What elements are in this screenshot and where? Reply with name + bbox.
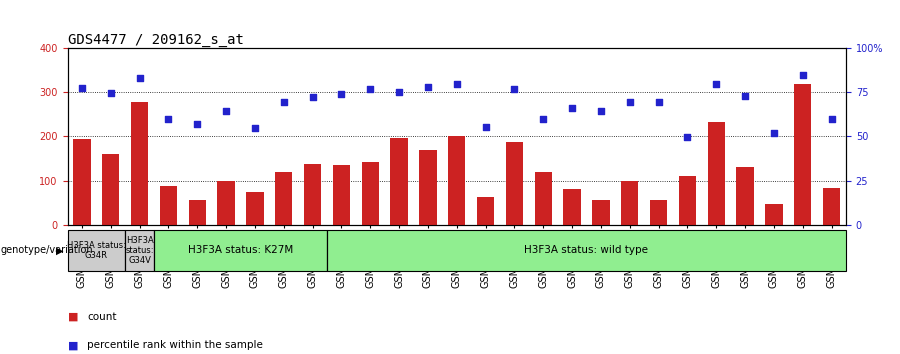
Point: [796, 73, 810, 78]
Point: [680, 135, 695, 140]
Point: [248, 125, 262, 131]
Point: [565, 105, 580, 110]
Bar: [304, 164, 321, 225]
Bar: [189, 200, 206, 225]
Bar: [621, 181, 638, 225]
Point: [479, 125, 493, 130]
Point: [652, 99, 666, 105]
Bar: [333, 165, 350, 225]
Bar: [448, 136, 465, 225]
Text: H3F3A
status:
G34V: H3F3A status: G34V: [125, 235, 154, 266]
Point: [709, 81, 724, 87]
Bar: [102, 154, 120, 225]
Point: [392, 89, 406, 95]
Text: H3F3A status:
G34R: H3F3A status: G34R: [67, 241, 126, 260]
Bar: [650, 200, 667, 225]
Point: [305, 95, 320, 100]
Bar: [125, 230, 154, 271]
Point: [276, 99, 291, 105]
Bar: [362, 161, 379, 225]
Bar: [154, 230, 327, 271]
Bar: [707, 122, 724, 225]
Text: genotype/variation: genotype/variation: [1, 245, 94, 256]
Text: ▶: ▶: [56, 245, 63, 256]
Point: [623, 99, 637, 105]
Point: [132, 75, 147, 81]
Bar: [419, 149, 436, 225]
Point: [104, 90, 118, 96]
Text: count: count: [87, 312, 117, 322]
Point: [738, 94, 752, 99]
Point: [536, 117, 551, 122]
Point: [594, 108, 608, 113]
Bar: [794, 84, 812, 225]
Point: [161, 117, 176, 122]
Bar: [130, 102, 148, 225]
Point: [824, 117, 839, 122]
Text: H3F3A status: K27M: H3F3A status: K27M: [188, 245, 293, 256]
Point: [767, 130, 781, 136]
Bar: [68, 230, 125, 271]
Bar: [73, 139, 91, 225]
Text: ■: ■: [68, 312, 78, 322]
Point: [190, 121, 204, 127]
Bar: [679, 176, 696, 225]
Point: [449, 81, 464, 87]
Bar: [391, 138, 408, 225]
Bar: [506, 142, 523, 225]
Point: [75, 85, 89, 91]
Point: [363, 86, 377, 91]
Bar: [218, 181, 235, 225]
Bar: [563, 188, 580, 225]
Bar: [247, 193, 264, 225]
Bar: [765, 204, 783, 225]
Text: H3F3A status: wild type: H3F3A status: wild type: [525, 245, 649, 256]
Point: [219, 108, 233, 113]
Text: percentile rank within the sample: percentile rank within the sample: [87, 340, 263, 350]
Point: [334, 91, 348, 97]
Bar: [592, 200, 609, 225]
Bar: [823, 188, 841, 225]
Bar: [275, 172, 292, 225]
Point: [420, 84, 435, 90]
Bar: [736, 167, 753, 225]
Bar: [327, 230, 846, 271]
Point: [508, 86, 522, 91]
Text: GDS4477 / 209162_s_at: GDS4477 / 209162_s_at: [68, 33, 243, 47]
Bar: [535, 172, 552, 225]
Bar: [477, 198, 494, 225]
Text: ■: ■: [68, 340, 78, 350]
Bar: [160, 186, 177, 225]
